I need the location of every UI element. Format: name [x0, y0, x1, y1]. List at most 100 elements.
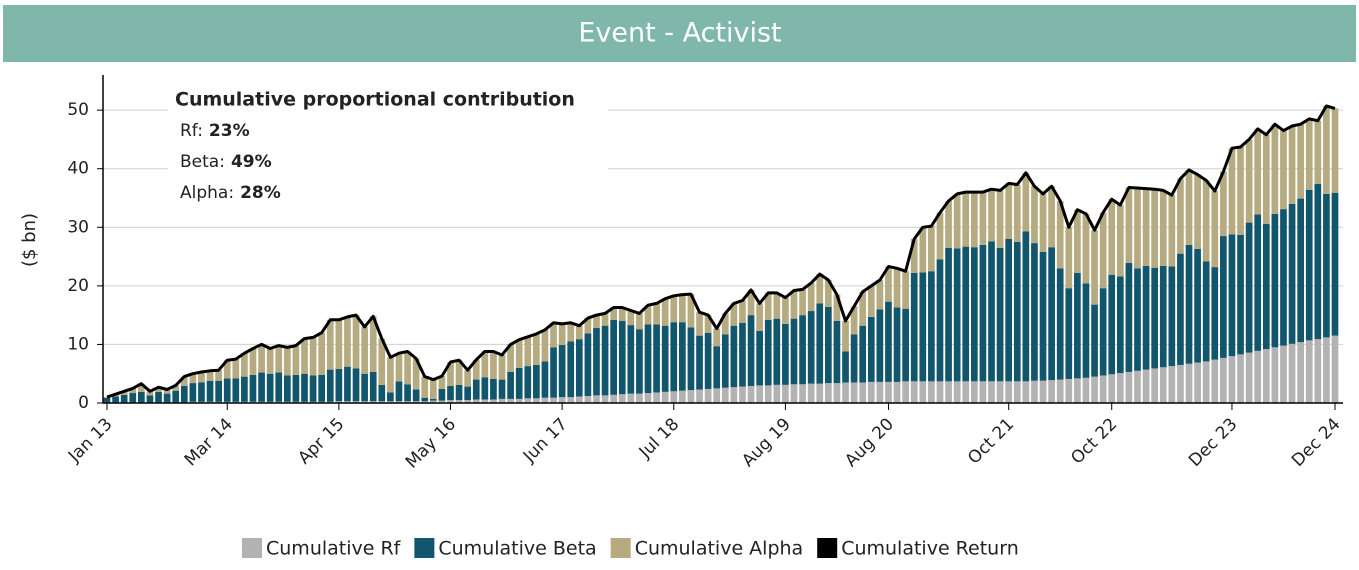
bar-segment — [575, 396, 583, 403]
bar-segment — [1211, 267, 1219, 360]
bar-segment — [782, 384, 789, 403]
bar-segment — [326, 319, 334, 370]
bar-segment — [773, 292, 781, 319]
bar-segment — [369, 371, 377, 402]
annotation-item: Alpha: 28% — [180, 183, 281, 203]
x-tick-label: Mar 14 — [181, 414, 237, 470]
bar-segment — [1245, 352, 1253, 403]
bar-segment — [893, 307, 901, 382]
bar-segment — [1323, 106, 1330, 194]
bar-segment — [919, 381, 927, 403]
bar-segment — [541, 361, 549, 398]
bar-segment — [730, 387, 738, 403]
bar-segment — [455, 400, 463, 403]
x-tick-label: Apr 15 — [294, 414, 348, 468]
bar-segment — [1280, 130, 1287, 210]
bar-segment — [1056, 200, 1064, 269]
bar-segment — [1228, 356, 1236, 403]
bar-segment — [988, 189, 995, 242]
bar-segment — [876, 381, 884, 403]
bar-segment — [387, 357, 394, 393]
bar-segment — [773, 384, 781, 403]
bar-segment — [1134, 370, 1141, 403]
bar-segment — [636, 393, 643, 403]
bar-segment — [283, 347, 291, 376]
bar-segment — [1125, 263, 1133, 372]
annotation-value: 23% — [209, 121, 250, 141]
bar-segment — [876, 309, 884, 382]
bar-segment — [936, 259, 944, 382]
bar-segment — [223, 378, 231, 402]
bar-segment — [524, 336, 532, 367]
bar-segment — [369, 401, 377, 403]
bar-segment — [438, 400, 446, 403]
bar-segment — [1194, 362, 1201, 403]
bar-segment — [1013, 381, 1021, 403]
bar-segment — [679, 322, 686, 391]
bar-segment — [198, 371, 205, 383]
bar-segment — [558, 345, 566, 398]
bar-segment — [1211, 359, 1219, 403]
bar-segment — [524, 398, 532, 403]
bar-segment — [215, 370, 222, 381]
bar-segment — [498, 379, 506, 399]
bar-segment — [670, 295, 678, 323]
bar-segment — [1237, 354, 1244, 403]
bar-segment — [807, 282, 815, 312]
bar-segment — [1297, 124, 1304, 199]
bar-segment — [670, 391, 678, 403]
y-tick-label: 10 — [67, 334, 89, 354]
bar-segment — [919, 272, 927, 382]
bar-segment — [472, 399, 480, 403]
bar-segment — [395, 401, 403, 403]
bar-segment — [404, 351, 411, 385]
bar-segment — [867, 381, 875, 403]
bar-segment — [1022, 381, 1030, 403]
bar-segment — [283, 375, 291, 402]
bar-segment — [1245, 222, 1253, 353]
bar-segment — [1271, 347, 1279, 403]
bar-segment — [318, 374, 326, 402]
bar-segment — [507, 344, 514, 372]
bar-segment — [481, 351, 489, 378]
bar-segment — [541, 329, 549, 362]
bar-segment — [1220, 357, 1227, 403]
bar-segment — [850, 334, 858, 383]
bar-segment — [429, 398, 437, 401]
bar-segment — [163, 393, 171, 403]
y-axis-label: ($ bn) — [19, 213, 40, 267]
bar-segment — [309, 337, 317, 376]
x-tick-label: Jan 13 — [64, 414, 117, 467]
annotation-label: Alpha: — [180, 183, 234, 203]
bar-segment — [928, 271, 935, 382]
bar-segment — [266, 373, 274, 402]
bar-segment — [910, 272, 918, 382]
bar-segment — [344, 366, 351, 402]
annotation-label: Rf: — [180, 121, 203, 141]
bar-segment — [275, 372, 283, 402]
bar-segment — [1288, 125, 1296, 204]
bar-segment — [902, 308, 909, 382]
bar-segment — [1142, 369, 1150, 403]
bar-segment — [258, 372, 265, 402]
bar-segment — [206, 380, 214, 402]
bar-segment — [112, 396, 119, 403]
bar-segment — [1108, 199, 1116, 275]
bar-segment — [421, 401, 429, 403]
bar-segment — [361, 326, 368, 374]
bar-segment — [902, 381, 909, 403]
bar-segment — [1220, 171, 1227, 237]
bar-segment — [601, 395, 609, 403]
bar-segment — [395, 353, 403, 382]
bar-segment — [1185, 244, 1193, 364]
bar-segment — [490, 378, 497, 400]
bar-segment — [1331, 192, 1339, 336]
bar-segment — [885, 266, 892, 302]
bar-segment — [1168, 366, 1176, 403]
bar-segment — [481, 377, 489, 400]
bar-segment — [1074, 209, 1081, 273]
bar-segment — [996, 381, 1004, 403]
bar-segment — [1185, 169, 1193, 245]
bar-segment — [1031, 186, 1038, 244]
bar-segment — [404, 384, 411, 402]
